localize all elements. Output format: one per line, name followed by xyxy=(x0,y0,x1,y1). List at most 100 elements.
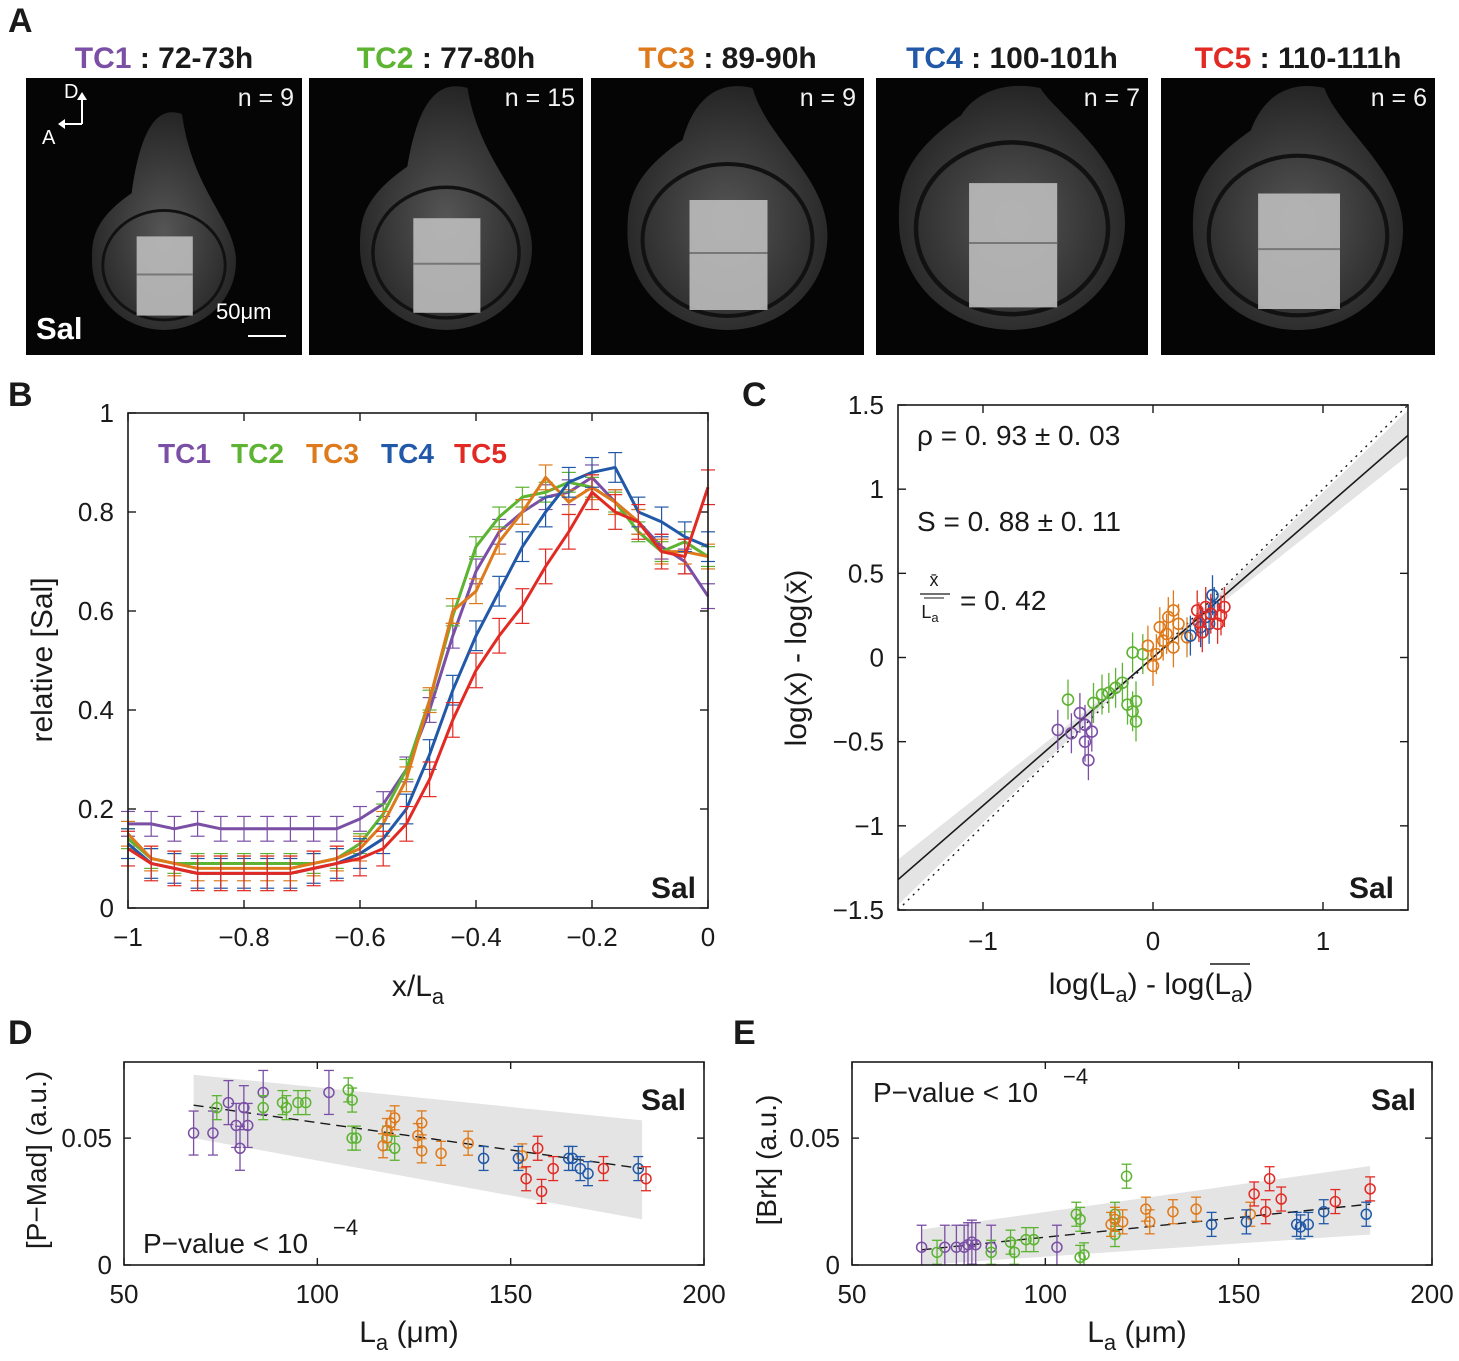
disc-outline xyxy=(92,112,236,331)
wing-disc-drawing xyxy=(1193,86,1403,330)
x-axis-label-sub: a xyxy=(1104,1330,1117,1355)
data-point-tc2 xyxy=(931,1246,943,1259)
data-point-tc3 xyxy=(1143,1216,1156,1228)
tile-title-tc: TC3 xyxy=(638,42,695,75)
data-point-tc4 xyxy=(477,1152,490,1165)
y-axis-label: [P−Mad] (a.u.) xyxy=(21,1071,52,1249)
data-point-tc5 xyxy=(535,1185,548,1198)
x-axis-label-bar: L xyxy=(1214,968,1231,1001)
tile-title-tc1: TC1 : 72-73h xyxy=(26,42,302,76)
x-tick-label: −0.6 xyxy=(334,922,385,952)
plot-frame xyxy=(123,1061,705,1266)
data-point-tc3 xyxy=(435,1147,447,1160)
tile-title-tc: TC5 xyxy=(1194,42,1252,75)
sal-domain xyxy=(136,236,193,316)
legend-tc3: TC3 xyxy=(306,438,359,469)
y-axis-label: log(x) - log(x̄) xyxy=(780,570,813,747)
x-axis-label-bar-sub: a xyxy=(1231,982,1244,1007)
data-point-tc5 xyxy=(1248,1188,1260,1200)
data-point-tc3 xyxy=(1140,1203,1152,1215)
tile-title-tc5: TC5 : 110-111h xyxy=(1161,42,1435,76)
legend-tc4: TC4 xyxy=(381,438,434,469)
wing-disc-image-tc3: n = 9 xyxy=(591,78,864,355)
x-tick-label: −1 xyxy=(113,922,143,952)
y-tick-label: 0.2 xyxy=(78,794,114,824)
y-tick-label: 0 xyxy=(826,1250,840,1280)
data-point-tc1 xyxy=(1078,735,1092,748)
wing-disc-drawing xyxy=(899,85,1125,330)
disc-fold xyxy=(371,185,521,320)
data-point-tc1 xyxy=(1065,726,1078,740)
y-axis-label: relative [Sal] xyxy=(26,577,59,742)
data-point-tc3 xyxy=(1116,1216,1129,1228)
data-point-tc2 xyxy=(1129,715,1143,728)
data-point-tc2 xyxy=(985,1246,997,1259)
data-point-tc3 xyxy=(412,1129,424,1142)
x-tick-label: 200 xyxy=(1410,1279,1453,1309)
tile-title-time: : 110-111h xyxy=(1251,42,1402,75)
sal-domain xyxy=(689,200,768,310)
data-point-tc1 xyxy=(1082,753,1095,767)
tile-title-time: : 89-90h xyxy=(694,42,817,75)
axis-a-label: A xyxy=(42,127,56,149)
y-tick-label: 1 xyxy=(100,398,114,428)
p-value-exponent: −4 xyxy=(333,1215,358,1240)
data-point-tc3 xyxy=(1153,620,1167,634)
data-point-tc4 xyxy=(562,1152,575,1165)
data-point-tc3 xyxy=(1141,639,1155,653)
y-tick-label: −0.5 xyxy=(833,727,884,757)
x-tick-label: 50 xyxy=(838,1279,867,1309)
data-point-tc1 xyxy=(939,1241,951,1253)
y-tick-label: −1.5 xyxy=(833,895,884,925)
disc-fold xyxy=(640,162,815,318)
data-point-tc4 xyxy=(1294,1221,1307,1233)
data-point-tc1 xyxy=(241,1119,254,1132)
x-tick-label: 100 xyxy=(1024,1279,1067,1309)
data-point-tc4 xyxy=(1205,1218,1218,1231)
series-line xyxy=(127,465,709,875)
data-point-tc2 xyxy=(1074,1213,1086,1226)
data-point-tc2 xyxy=(1004,1236,1017,1248)
sample-count: n = 7 xyxy=(1083,84,1140,112)
x-axis-label-sub: a xyxy=(376,1330,389,1355)
chart-b: −1 −0.8 −0.6 −0.4 −0.2 0 0 0.2 0.4 0.6 0.8 1 TC1 TC2 T… xyxy=(26,398,715,1009)
y-tick-label: 0 xyxy=(98,1250,112,1280)
p-value-text: P−value < 10 xyxy=(873,1077,1038,1108)
data-point-tc2 xyxy=(280,1101,293,1114)
plot-area xyxy=(187,1069,652,1220)
x-axis-label-end: ) xyxy=(1243,968,1253,1001)
data-point-tc3 xyxy=(1167,1205,1179,1218)
plot-area xyxy=(915,1163,1376,1265)
axis-d-label: D xyxy=(64,82,78,103)
x-axis-label: La (μm) xyxy=(359,1316,459,1355)
x-tick-label: −0.4 xyxy=(450,922,501,952)
x-tick-label: 0 xyxy=(1146,926,1160,956)
x-tick-label: 100 xyxy=(296,1279,339,1309)
wing-disc-image-tc2: n = 15 xyxy=(309,78,583,355)
data-point-tc2 xyxy=(257,1101,269,1114)
plot-frame xyxy=(851,1061,1433,1266)
data-point-tc2 xyxy=(346,1132,358,1144)
sample-count: n = 9 xyxy=(237,84,294,112)
annotation-sal: Sal xyxy=(641,1084,686,1117)
wing-disc-drawing xyxy=(627,86,828,330)
disc-fold xyxy=(101,209,227,322)
y-tick-label: 0.4 xyxy=(78,695,114,725)
data-point-tc1 xyxy=(950,1241,963,1253)
data-point-tc3 xyxy=(1167,604,1180,617)
data-point-tc2 xyxy=(1027,1233,1040,1246)
series-tc3 xyxy=(121,464,715,882)
x-axis-label: log(La) - log(La) xyxy=(1049,968,1254,1007)
data-point-tc3 xyxy=(1146,659,1160,673)
panel-letter-d: D xyxy=(8,1014,33,1052)
data-point-tc5 xyxy=(1190,604,1204,617)
data-point-tc4 xyxy=(632,1162,645,1175)
wing-disc-image-tc4: n = 7 xyxy=(876,78,1148,355)
y-axis-label: [Brk] (a.u.) xyxy=(751,1095,782,1226)
x-axis-label: La (μm) xyxy=(1087,1316,1187,1355)
data-point-tc1 xyxy=(230,1119,242,1132)
data-point-tc5 xyxy=(1364,1183,1376,1195)
data-point-tc5 xyxy=(1211,617,1224,631)
disc-fold xyxy=(1206,153,1390,318)
data-point-tc3 xyxy=(1190,1203,1202,1215)
